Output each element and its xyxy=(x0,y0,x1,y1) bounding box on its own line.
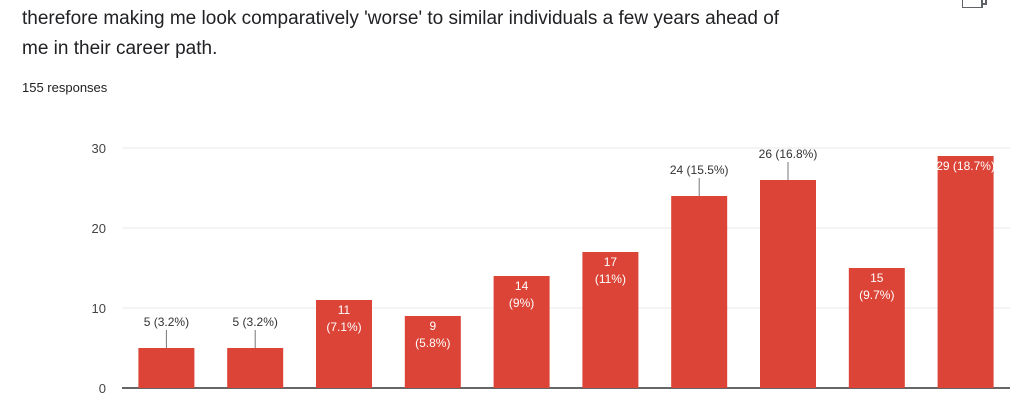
y-tick-label: 10 xyxy=(92,301,106,316)
bar-data-label: 15 xyxy=(870,271,884,285)
bar[interactable] xyxy=(316,300,372,388)
question-line-1: therefore making me look comparatively '… xyxy=(22,8,780,29)
copy-icon[interactable] xyxy=(962,0,990,8)
bar[interactable] xyxy=(760,180,816,388)
bar-data-label: (7.1%) xyxy=(326,320,361,334)
bar-data-label: 9 xyxy=(429,319,436,333)
bar-data-label: (11%) xyxy=(595,272,626,286)
bar-data-label: 11 xyxy=(338,303,351,317)
bar-data-label: 5 (3.2%) xyxy=(144,315,189,329)
bar[interactable] xyxy=(671,196,728,388)
bar[interactable] xyxy=(848,268,905,388)
question-line-2: me in their career path. xyxy=(22,38,218,59)
bar[interactable] xyxy=(138,348,195,388)
bars-layer xyxy=(138,156,994,388)
labels-layer: 5 (3.2%) 5 (3.2%) 11 (7.1%) 9 (5.8%) 14 (9%) 17 (… xyxy=(144,147,995,350)
bar-data-label: (9%) xyxy=(509,296,534,310)
copy-icon-front xyxy=(962,0,983,8)
bar[interactable] xyxy=(582,252,639,388)
bar-data-label: 14 xyxy=(515,279,529,293)
bar[interactable] xyxy=(227,348,284,388)
bar[interactable] xyxy=(493,276,550,388)
bar[interactable] xyxy=(404,316,461,388)
bar-data-label: 29 (18.7%) xyxy=(936,159,995,173)
y-tick-label: 0 xyxy=(99,381,106,396)
bar-data-label: (9.7%) xyxy=(859,288,894,302)
bar-data-label: (5.8%) xyxy=(415,336,450,350)
bar-data-label: 5 (3.2%) xyxy=(233,315,278,329)
bar-data-label: 24 (15.5%) xyxy=(670,163,729,177)
bar-data-label: 26 (16.8%) xyxy=(759,147,818,161)
y-tick-label: 20 xyxy=(92,221,106,236)
y-tick-label: 30 xyxy=(92,141,106,156)
response-count: 155 responses xyxy=(22,80,108,95)
question-title: therefore making me look comparatively '… xyxy=(22,4,952,64)
bar-data-label: 17 xyxy=(604,255,618,269)
bar[interactable] xyxy=(937,156,994,388)
